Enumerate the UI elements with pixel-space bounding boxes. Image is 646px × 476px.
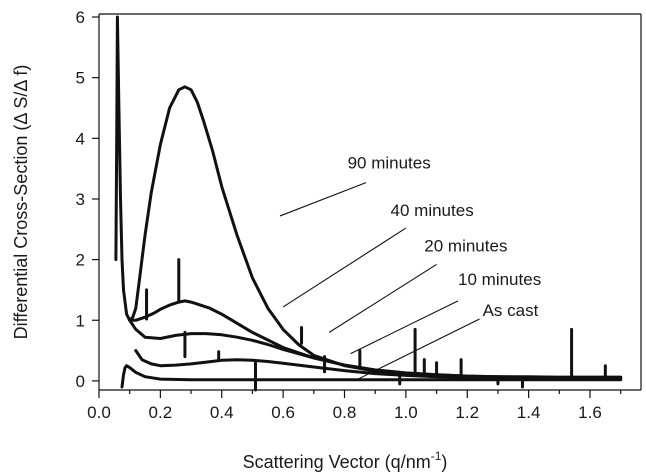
y-tick-label: 4 — [76, 129, 85, 148]
leader-40-minutes — [282, 227, 407, 308]
leader-as-cast — [356, 318, 480, 381]
annotation-90-minutes: 90 minutes — [348, 154, 431, 173]
annotation-group: 90 minutes 40 minutes 20 minutes 10 minutes… — [279, 154, 541, 381]
series-group — [114, 15, 623, 389]
y-tick-label: 6 — [76, 8, 85, 27]
y-tick-label: 0 — [76, 372, 85, 391]
x-tick-label: 0.0 — [87, 403, 111, 422]
series-20-minutes — [128, 318, 623, 379]
leader-90-minutes — [279, 182, 367, 217]
y-axis-title: Differential Cross-Section (Δ S/Δ f) — [11, 65, 31, 340]
y-tick-label: 5 — [76, 69, 85, 88]
series-as-cast — [120, 364, 623, 389]
x-tick-label: 0.2 — [149, 403, 173, 422]
x-tick-label: 1.6 — [578, 403, 602, 422]
x-axis-title: Scattering Vector (q/nm-1) — [243, 449, 448, 472]
series-10-minutes — [134, 349, 623, 380]
plot-frame — [98, 13, 642, 391]
y-tick-label: 3 — [76, 190, 85, 209]
x-ticks: 0.0 0.2 0.4 0.6 0.8 1.0 1.2 1.4 1.6 — [87, 390, 622, 422]
x-axis-title-end: ) — [441, 452, 447, 472]
annotation-40-minutes: 40 minutes — [391, 201, 474, 220]
x-tick-label: 0.8 — [333, 403, 357, 422]
x-tick-label: 1.4 — [517, 403, 541, 422]
x-tick-label: 1.2 — [455, 403, 479, 422]
annotation-20-minutes: 20 minutes — [424, 237, 507, 256]
leader-10-minutes — [350, 300, 459, 355]
spike-group — [145, 258, 607, 392]
x-axis-title-main: Scattering Vector (q/nm — [243, 452, 431, 472]
y-tick-label: 2 — [76, 251, 85, 270]
leader-20-minutes — [328, 263, 437, 333]
series-90-minutes — [114, 15, 623, 380]
x-tick-label: 0.6 — [271, 403, 295, 422]
annotation-as-cast: As cast — [483, 301, 539, 320]
series-40-minutes — [128, 299, 623, 379]
x-tick-label: 0.4 — [210, 403, 234, 422]
y-ticks: 0 1 2 3 4 5 6 — [76, 8, 99, 391]
annotation-10-minutes: 10 minutes — [458, 270, 541, 289]
y-tick-label: 1 — [76, 311, 85, 330]
x-axis-title-sup: -1 — [431, 449, 442, 463]
x-tick-label: 1.0 — [394, 403, 418, 422]
